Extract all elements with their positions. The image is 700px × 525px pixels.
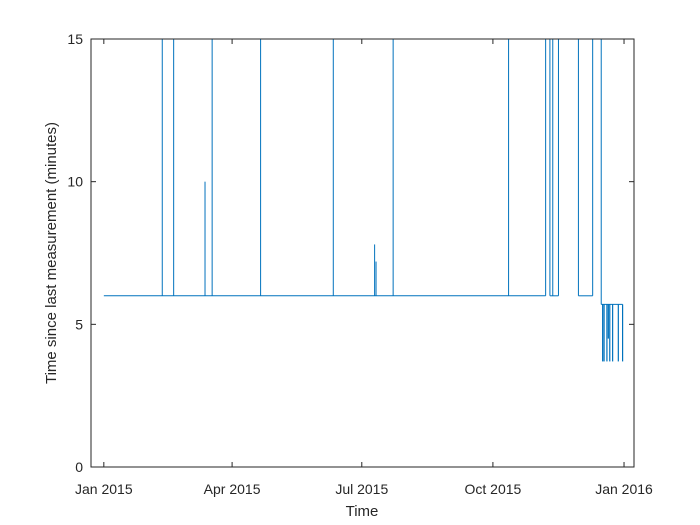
axes-frame [90,38,635,468]
y-axis: 0 5 10 15 [67,31,634,475]
x-tick-label: Apr 2015 [204,481,261,497]
x-tick-label: Jul 2015 [335,481,388,497]
y-tick-label: 10 [67,174,83,190]
y-tick-label: 15 [67,31,83,47]
y-tick-label: 0 [75,459,83,475]
x-axis: Jan 2015 Apr 2015 Jul 2015 Oct 2015 Jan 2016 [75,39,653,497]
plot-area [91,39,634,467]
x-tick-label: Jan 2016 [595,481,653,497]
y-axis-label: Time since last measurement (minutes) [43,122,60,384]
series-line [103,38,624,362]
x-axis-label: Time [346,503,379,520]
x-tick-label: Oct 2015 [464,481,521,497]
axes-box [90,38,635,468]
y-tick-label: 5 [75,316,83,332]
x-tick-label: Jan 2015 [75,481,133,497]
